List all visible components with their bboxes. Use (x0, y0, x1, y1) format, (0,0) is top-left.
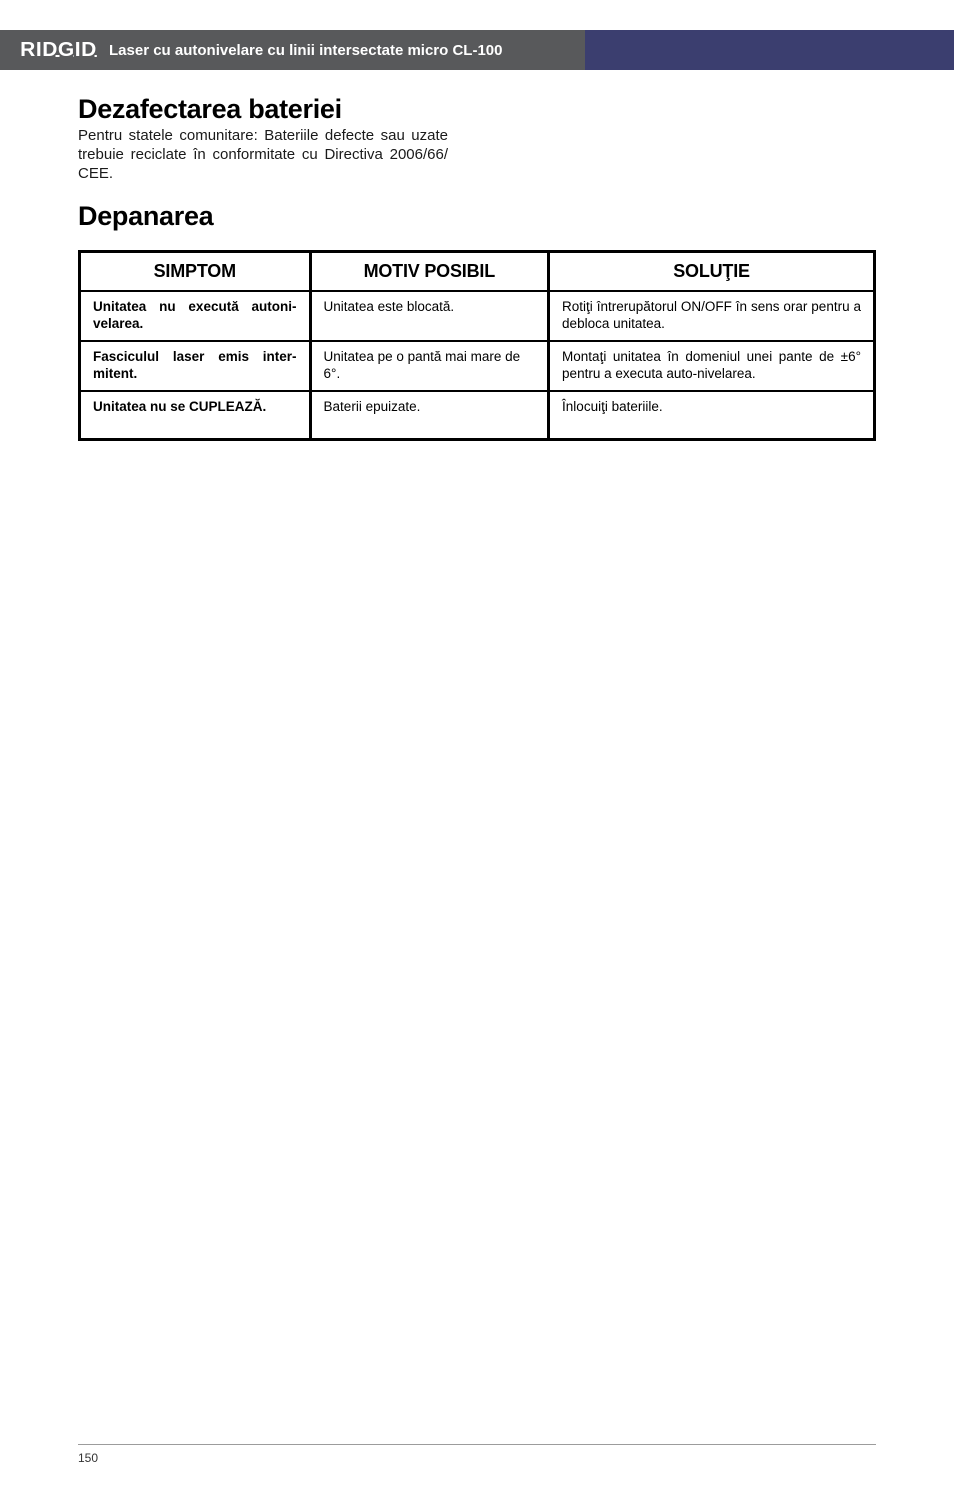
page-number: 150 (78, 1451, 876, 1465)
cell-solution: Montaţi unitatea în domeniul unei pante … (549, 341, 875, 391)
footer-rule (78, 1444, 876, 1445)
col-symptom: SIMPTOM (80, 252, 311, 292)
section-heading-troubleshooting: Depanarea (78, 201, 876, 232)
battery-disposal-text: Pentru statele comunitare: Bateriile def… (78, 127, 448, 183)
cell-symptom: Fasciculul laser emis inter­mitent. (80, 341, 311, 391)
table-row: Unitatea nu execută autoni­velarea. Unit… (80, 291, 875, 341)
table-row: Unitatea nu se CUPLEAZĂ. Baterii epuizat… (80, 391, 875, 439)
header-accent (585, 30, 954, 70)
page-footer: 150 (78, 1444, 876, 1465)
table-row: Fasciculul laser emis inter­mitent. Unit… (80, 341, 875, 391)
header-left: RIDGID Laser cu autonivelare cu linii in… (0, 30, 585, 70)
troubleshooting-table: SIMPTOM MOTIV POSIBIL SOLUŢIE Unitatea n… (78, 250, 876, 440)
col-solution: SOLUŢIE (549, 252, 875, 292)
cell-solution: Înlocuiţi bateriile. (549, 391, 875, 439)
col-cause: MOTIV POSIBIL (310, 252, 549, 292)
header-bar: RIDGID Laser cu autonivelare cu linii in… (0, 30, 954, 70)
cell-symptom: Unitatea nu execută autoni­velarea. (80, 291, 311, 341)
cell-cause: Unitatea este blocată. (310, 291, 549, 341)
table-header-row: SIMPTOM MOTIV POSIBIL SOLUŢIE (80, 252, 875, 292)
page-content: Dezafectarea bateriei Pentru statele com… (0, 70, 954, 441)
section-heading-battery: Dezafectarea bateriei (78, 94, 876, 125)
brand-logo: RIDGID (20, 39, 97, 62)
cell-symptom: Unitatea nu se CUPLEAZĂ. (80, 391, 311, 439)
cell-solution: Rotiţi întrerupătorul ON/OFF în sens ora… (549, 291, 875, 341)
cell-cause: Baterii epuizate. (310, 391, 549, 439)
cell-cause: Unitatea pe o pantă mai mare de 6°. (310, 341, 549, 391)
header-title: Laser cu autonivelare cu linii intersect… (109, 42, 502, 59)
